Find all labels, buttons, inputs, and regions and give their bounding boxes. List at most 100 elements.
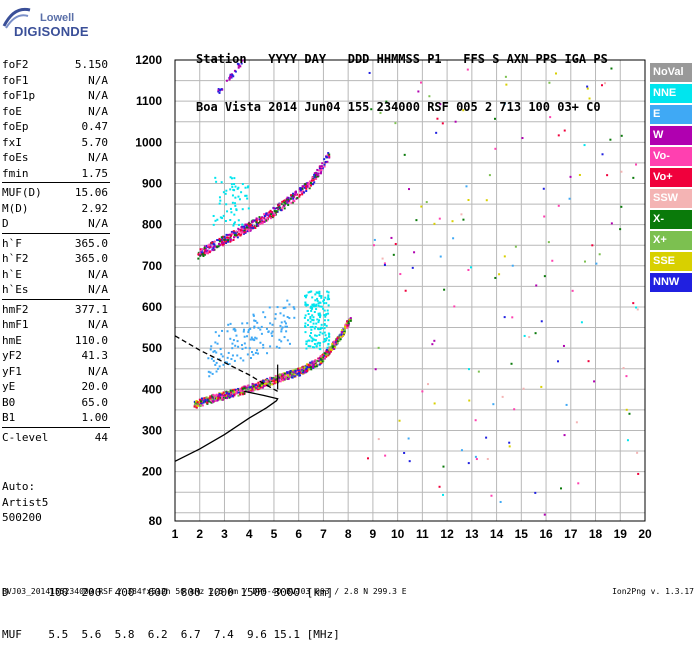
- trace-point: [279, 324, 282, 327]
- trace-point: [237, 66, 240, 69]
- trace-point: [286, 200, 289, 203]
- ionogram-chart: 1 2 3 4 5 6 7 8 9 10 11 12 13 14 15 16 17 18 19 20802003004…: [135, 53, 652, 541]
- density-profile-curve: [174, 390, 279, 462]
- trace-point: [249, 338, 252, 341]
- trace-point: [323, 314, 326, 317]
- trace-point: [256, 386, 259, 389]
- trace-point: [196, 401, 199, 404]
- trace-point: [311, 318, 314, 321]
- trace-point: [315, 322, 318, 325]
- param-row: hmF2 377.1: [2, 302, 108, 318]
- param-label: foF1: [2, 73, 29, 87]
- trace-point: [313, 172, 316, 175]
- trace-point: [303, 366, 306, 369]
- legend-item-w: W: [650, 126, 692, 145]
- noise-point: [467, 199, 470, 202]
- trace-point: [232, 238, 235, 241]
- param-label: h`F2: [2, 252, 29, 265]
- trace-point: [286, 325, 289, 328]
- trace-point: [269, 214, 272, 217]
- trace-point: [248, 222, 251, 225]
- trace-point: [315, 291, 318, 294]
- noise-point: [554, 72, 557, 75]
- noise-point: [540, 320, 543, 323]
- trace-point: [303, 191, 306, 194]
- trace-point: [229, 207, 232, 210]
- noise-point: [557, 204, 560, 207]
- trace-point: [304, 294, 307, 297]
- noise-point: [635, 306, 638, 309]
- trace-point: [307, 183, 310, 186]
- trace-point: [211, 372, 214, 375]
- trace-point: [232, 75, 235, 78]
- noise-point: [534, 332, 537, 335]
- trace-point: [193, 405, 196, 408]
- trace-point: [198, 252, 201, 255]
- noise-point: [571, 289, 574, 292]
- noise-point: [485, 436, 488, 439]
- noise-point: [511, 316, 514, 319]
- trace-point: [261, 217, 264, 220]
- trace-point: [236, 236, 239, 239]
- param-value: 41.3: [81, 349, 109, 362]
- noise-point: [563, 129, 566, 132]
- trace-point: [338, 338, 341, 341]
- trace-point: [231, 201, 234, 204]
- trace-point: [308, 368, 311, 371]
- digisonde-logo-icon: [2, 4, 32, 30]
- trace-point: [240, 191, 243, 194]
- trace-point: [326, 290, 329, 293]
- trace-point: [243, 385, 246, 388]
- legend-item-ssw: SSW: [650, 189, 692, 208]
- trace-point: [249, 229, 252, 232]
- trace-point: [328, 339, 331, 342]
- trace-point: [325, 155, 328, 158]
- trace-point: [224, 361, 227, 364]
- x-tick-label: 8: [345, 527, 352, 541]
- trace-point: [259, 217, 262, 220]
- trace-point: [305, 187, 308, 190]
- trace-point: [308, 364, 311, 367]
- trace-point: [212, 247, 215, 250]
- noise-point: [488, 174, 491, 177]
- trace-point: [217, 88, 220, 91]
- trace-point: [257, 387, 260, 390]
- trace-point: [203, 252, 206, 255]
- trace-point: [333, 342, 336, 345]
- trace-point: [246, 186, 249, 189]
- trace-point: [202, 255, 205, 258]
- trace-point: [260, 384, 263, 387]
- trace-point: [227, 323, 230, 326]
- trace-point: [325, 339, 328, 342]
- trace-point: [239, 357, 242, 360]
- trace-point: [228, 392, 231, 395]
- trace-point: [332, 347, 335, 350]
- trace-point: [280, 321, 283, 324]
- trace-point: [238, 64, 241, 67]
- trace-point: [250, 351, 253, 354]
- legend-item-x: X-: [650, 210, 692, 229]
- trace-point: [244, 346, 247, 349]
- legend-item-noval: NoVal: [650, 63, 692, 82]
- station-header: Station YYYY DAY DDD HHMMSS P1 FFS S AXN…: [196, 19, 608, 131]
- trace-point: [248, 347, 251, 350]
- trace-point: [257, 224, 260, 227]
- trace-point: [227, 351, 230, 354]
- trace-point: [233, 391, 236, 394]
- trace-point: [287, 375, 290, 378]
- trace-point: [297, 371, 300, 374]
- trace-point: [304, 185, 307, 188]
- y-tick-label: 700: [142, 259, 162, 273]
- trace-point: [208, 243, 211, 246]
- trace-point: [300, 367, 303, 370]
- param-value: 5.150: [74, 58, 108, 71]
- trace-point: [220, 353, 223, 356]
- trace-point: [282, 374, 285, 377]
- logo-text-digisonde: DIGISONDE: [14, 24, 89, 39]
- trace-point: [203, 248, 206, 251]
- trace-point: [244, 226, 247, 229]
- noise-point: [523, 334, 526, 337]
- trace-point: [243, 231, 246, 234]
- trace-point: [206, 402, 209, 405]
- trace-point: [343, 331, 346, 334]
